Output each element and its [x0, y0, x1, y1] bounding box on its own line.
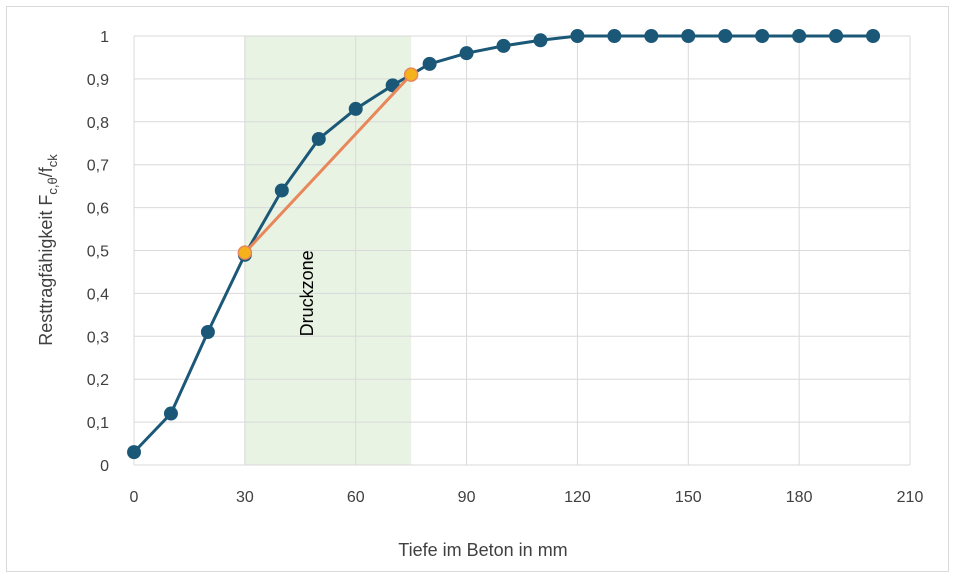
secant-line: [243, 73, 413, 254]
grid-layer: [133, 35, 911, 466]
x-tick-label: 90: [458, 489, 476, 506]
data-point: [127, 445, 141, 460]
y-tick-label: 0,1: [87, 415, 109, 432]
y-tick-label: 0,8: [87, 115, 109, 132]
data-point: [163, 406, 178, 421]
data-point: [533, 33, 548, 48]
secant-layer: [237, 67, 419, 260]
data-point: [274, 183, 289, 198]
data-point: [829, 29, 844, 43]
x-axis-title: Tiefe im Beton in mm: [398, 540, 567, 560]
y-axis-title-sub1: c,θ: [45, 177, 60, 194]
shaded-region-label: Druckzone: [297, 250, 317, 336]
y-axis-title-mid: /f: [36, 166, 56, 177]
x-tick-label: 180: [786, 489, 813, 506]
y-tick-label: 1: [100, 29, 109, 46]
y-axis-title: Resttragfähigkeit Fc,θ/fck: [36, 154, 60, 346]
data-point: [755, 29, 770, 43]
data-point: [607, 29, 622, 43]
y-tick-label: 0,7: [87, 158, 109, 175]
x-tick-label: 150: [675, 489, 702, 506]
data-point: [496, 38, 511, 53]
data-point: [311, 131, 326, 146]
data-point: [866, 29, 881, 43]
x-tick-label: 30: [236, 489, 254, 506]
x-tick-label: 0: [130, 489, 139, 506]
data-point: [200, 325, 215, 340]
y-axis-title-main: Resttragfähigkeit F: [36, 195, 56, 346]
y-tick-label: 0,5: [87, 244, 109, 261]
data-point: [570, 29, 585, 43]
data-point: [644, 29, 659, 43]
x-tick-label: 210: [897, 489, 924, 506]
data-point: [348, 101, 363, 116]
y-tick-label: 0: [100, 458, 109, 475]
x-tick-label: 60: [347, 489, 365, 506]
data-point: [792, 29, 807, 43]
y-tick-label: 0,3: [87, 329, 109, 346]
chart-frame: [6, 6, 949, 572]
y-tick-label: 0,4: [87, 286, 109, 303]
secant-point: [403, 67, 419, 82]
series-layer: [127, 29, 881, 460]
data-point: [422, 56, 437, 71]
secant-point: [237, 245, 253, 260]
tick-layer: 0 0,1 0,2 0,3 0,4 0,5 0,6 0,7 0,8 0,9 1 0 30 60 90 120 1…: [87, 29, 924, 506]
data-point: [681, 29, 696, 43]
data-point: [459, 46, 474, 61]
y-axis-title-sub2: ck: [45, 154, 60, 168]
y-tick-label: 0,9: [87, 72, 109, 89]
data-point: [718, 29, 733, 43]
x-tick-label: 120: [564, 489, 591, 506]
y-tick-label: 0,6: [87, 201, 109, 218]
y-tick-label: 0,2: [87, 372, 109, 389]
